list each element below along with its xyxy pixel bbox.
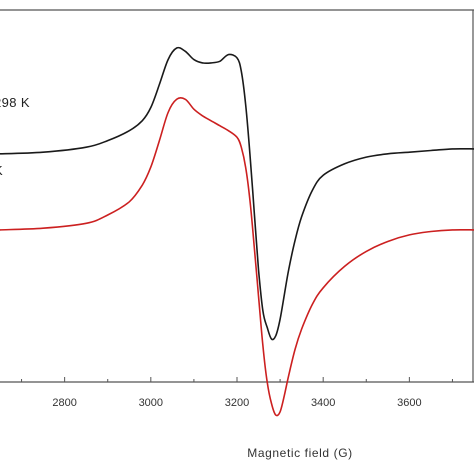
series-line-1 [0,46,474,341]
series-label-1: 298 K [0,95,30,110]
x-tick-label: 3600 [397,397,421,409]
series-line-2 [0,97,474,417]
series-labels: 298 K K [0,95,30,178]
x-tick-label: 3200 [225,397,249,409]
x-tick-label: 3400 [311,397,335,409]
plot-frame [0,9,474,383]
x-tick-label: 2800 [52,397,76,409]
x-axis-label: Magnetic field (G) [247,446,353,460]
series-layer [0,46,474,417]
x-tick-label: 3000 [139,397,163,409]
series-label-2: K [0,163,3,178]
x-axis-ticks: 2800 3000 3200 3400 3600 [21,377,453,409]
